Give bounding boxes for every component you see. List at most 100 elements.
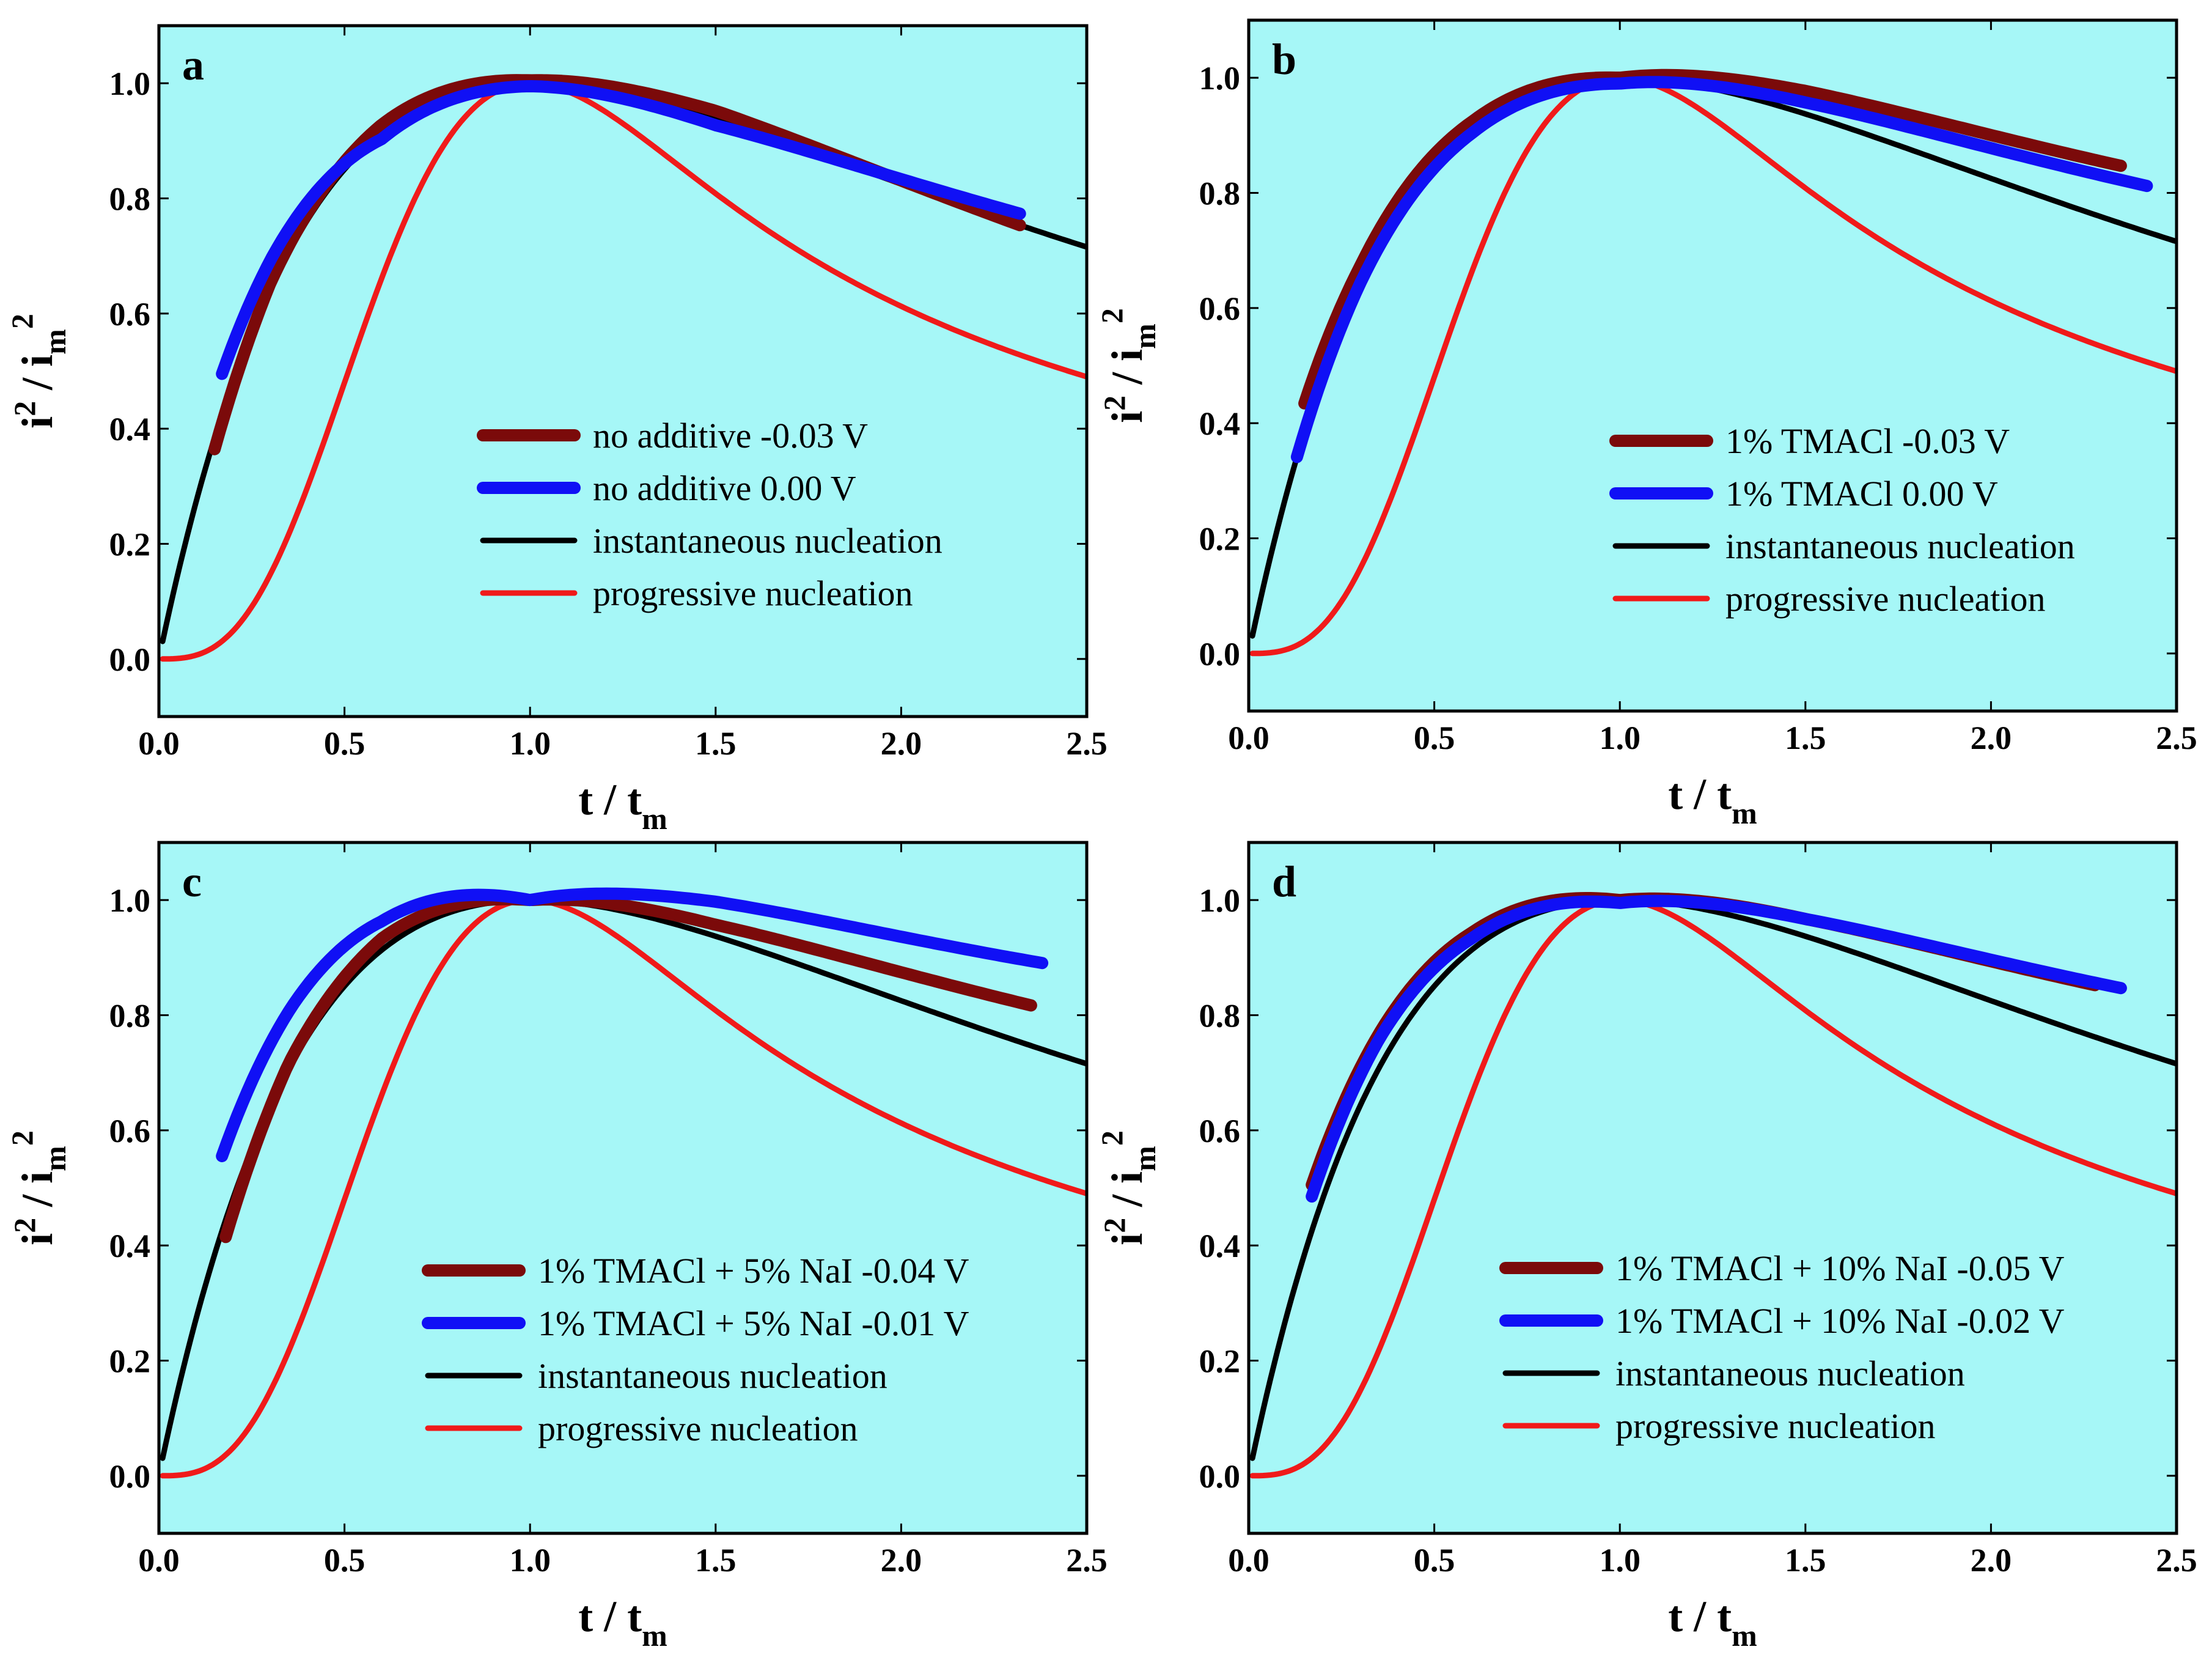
x-tick-label: 0.5 [324, 725, 366, 762]
x-tick-label: 2.0 [1971, 1542, 2012, 1579]
x-tick-label: 1.0 [1599, 1542, 1641, 1579]
legend: 1% TMACl -0.03 V 1% TMACl 0.00 V instantan… [1609, 421, 2075, 619]
x-tick-label: 1.5 [695, 725, 737, 762]
curves [1249, 68, 2177, 657]
series-line-progressive [160, 80, 1087, 662]
chart-panel-d: 0.0 0.5 1.0 1.5 2.0 2.5 0.0 0.2 0.4 0.6 0.8 1.0 d t /… [1095, 841, 2197, 1653]
y-axis-label: i2 / im2 [1095, 1130, 1162, 1245]
series-line-blue [1290, 76, 2153, 463]
series-line-progressive [1249, 75, 2177, 657]
series-line-instantaneous [1249, 897, 2177, 1461]
legend-label: instantaneous nucleation [593, 521, 942, 561]
legend-label: 1% TMACl + 10% NaI -0.02 V [1615, 1301, 2065, 1341]
y-tick-label: 0.0 [1199, 636, 1241, 673]
chart-panel-c: 0.0 0.5 1.0 1.5 2.0 2.5 0.0 0.2 0.4 0.6 0.8 1.0 c t /… [5, 841, 1108, 1653]
x-tick-label: 1.5 [1785, 720, 1826, 756]
y-tick-label: 0.2 [1199, 1343, 1241, 1380]
y-tick-label: 0.0 [109, 1458, 151, 1495]
plot-area [1249, 842, 2177, 1533]
series-line-blue [216, 887, 1049, 1162]
y-tick-label: 0.4 [1199, 1228, 1241, 1264]
x-tick-label: 1.0 [1599, 720, 1641, 756]
y-tick-label: 0.2 [1199, 521, 1241, 558]
x-axis-label: t / tm [1668, 1592, 1757, 1653]
series-line-progressive [160, 897, 1087, 1479]
plot-frame [1247, 841, 2178, 1535]
y-tick-label: 0.4 [1199, 405, 1241, 442]
curves [1249, 892, 2177, 1479]
y-tick-label: 0.2 [109, 1343, 151, 1380]
y-tick-label: 0.6 [1199, 1113, 1241, 1149]
plot-area [1249, 20, 2177, 711]
legend-label: progressive nucleation [593, 573, 913, 613]
x-tick-label: 0.5 [1414, 720, 1455, 756]
series-line-blue [216, 80, 1026, 380]
chart-panel-a: 0.0 0.5 1.0 1.5 2.0 2.5 0.0 0.2 0.4 0.6 0.8 1.0 a t /… [5, 24, 1108, 836]
x-axis-label: t / tm [578, 1592, 667, 1653]
plot-frame [157, 24, 1089, 718]
x-tick-label: 2.5 [1066, 725, 1108, 762]
y-tick-label: 0.8 [1199, 998, 1241, 1034]
y-tick-label: 1.0 [1199, 882, 1241, 919]
x-tick-label: 2.0 [881, 725, 922, 762]
panel-letter: b [1272, 35, 1296, 84]
legend: 1% TMACl + 10% NaI -0.05 V 1% TMACl + 10%… [1499, 1248, 2065, 1446]
y-axis-label: i2 / im2 [1095, 308, 1162, 423]
plot-area [159, 26, 1087, 717]
panel-letter: a [182, 40, 204, 89]
x-tick-label: 1.0 [509, 1542, 551, 1579]
y-tick-label: 0.0 [1199, 1458, 1241, 1495]
series-line-dark_red [1298, 68, 2127, 410]
y-tick-label: 0.6 [1199, 290, 1241, 327]
x-tick-label: 1.5 [695, 1542, 737, 1579]
legend-label: 1% TMACl + 5% NaI -0.04 V [538, 1251, 969, 1291]
y-tick-label: 0.0 [109, 641, 151, 678]
legend-label: 1% TMACl + 5% NaI -0.01 V [538, 1303, 969, 1343]
y-tick-label: 0.6 [109, 296, 151, 333]
chart-panel-b: 0.0 0.5 1.0 1.5 2.0 2.5 0.0 0.2 0.4 0.6 0.8 1.0 b t /… [1095, 18, 2197, 830]
legend-label: no additive 0.00 V [593, 468, 856, 508]
y-tick-label: 1.0 [109, 65, 151, 102]
legend-label: 1% TMACl + 10% NaI -0.05 V [1615, 1248, 2065, 1288]
plot-frame [1247, 18, 2178, 713]
x-tick-label: 1.0 [509, 725, 551, 762]
x-tick-label: 0.0 [138, 725, 180, 762]
legend-label: instantaneous nucleation [1615, 1354, 1965, 1393]
panel-letter: d [1272, 857, 1296, 906]
legend-label: no additive -0.03 V [593, 416, 868, 455]
x-tick-label: 1.5 [1785, 1542, 1826, 1579]
y-tick-label: 0.8 [109, 998, 151, 1034]
legend: 1% TMACl + 5% NaI -0.04 V 1% TMACl + 5% N… [422, 1251, 969, 1448]
legend-label: progressive nucleation [1725, 579, 2045, 619]
x-tick-label: 0.5 [324, 1542, 366, 1579]
x-axis-label: t / tm [1668, 770, 1757, 830]
x-tick-label: 2.0 [881, 1542, 922, 1579]
y-tick-label: 0.6 [109, 1113, 151, 1149]
y-tick-label: 0.4 [109, 411, 151, 448]
x-tick-label: 2.0 [1971, 720, 2012, 756]
y-axis-label: i2 / im2 [5, 1130, 72, 1245]
legend-label: instantaneous nucleation [1725, 526, 2075, 566]
panel-letter: c [182, 857, 202, 906]
curves [160, 887, 1087, 1479]
series-line-progressive [1249, 897, 2177, 1479]
x-tick-label: 0.5 [1414, 1542, 1455, 1579]
series-line-dark_red [219, 893, 1037, 1244]
x-tick-label: 0.0 [1228, 720, 1270, 756]
legend-label: 1% TMACl 0.00 V [1725, 474, 1998, 514]
legend-label: progressive nucleation [1615, 1406, 1935, 1446]
x-tick-label: 2.5 [2156, 1542, 2197, 1579]
x-tick-label: 2.5 [2156, 720, 2197, 756]
legend-label: instantaneous nucleation [538, 1356, 887, 1396]
curves [160, 74, 1087, 662]
x-tick-label: 0.0 [1228, 1542, 1270, 1579]
series-line-blue [1306, 894, 2127, 1203]
x-axis-label: t / tm [578, 775, 667, 836]
x-tick-label: 0.0 [138, 1542, 180, 1579]
y-axis-label: i2 / im2 [5, 314, 72, 429]
legend-label: 1% TMACl -0.03 V [1725, 421, 2010, 461]
y-tick-label: 1.0 [109, 882, 151, 919]
legend: no additive -0.03 V no additive 0.00 V ins… [477, 416, 942, 613]
y-tick-label: 1.0 [1199, 60, 1241, 97]
